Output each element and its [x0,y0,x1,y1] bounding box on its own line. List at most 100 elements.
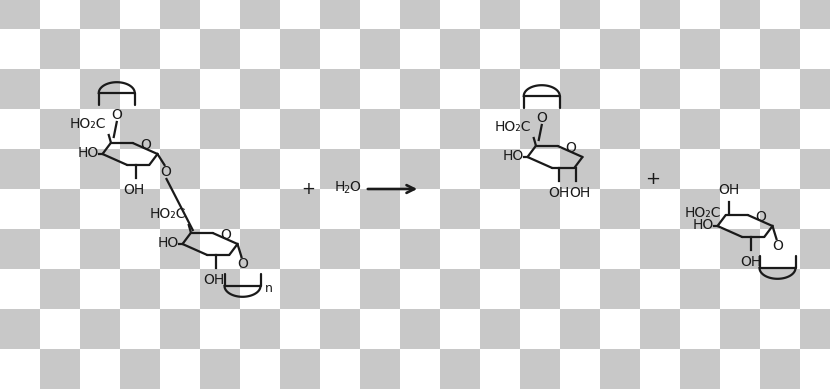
Bar [120,29,160,69]
Bar [40,69,80,109]
Bar [520,0,560,29]
Bar [360,309,400,349]
Bar [80,189,120,229]
Bar [680,229,720,269]
Bar [240,189,280,229]
Bar [760,309,800,349]
Bar [280,69,320,109]
Bar [80,229,120,269]
Bar [720,0,760,29]
Bar [240,349,280,389]
Bar [800,29,830,69]
Bar [480,189,520,229]
Bar [360,269,400,309]
Bar [280,189,320,229]
Text: OH: OH [124,183,145,197]
Bar [200,149,240,189]
Text: O: O [221,228,232,242]
Bar [560,229,600,269]
Bar [800,349,830,389]
Text: n: n [265,282,272,294]
Bar [80,269,120,309]
Bar [560,189,600,229]
Bar [360,0,400,29]
Bar [440,229,480,269]
Bar [200,269,240,309]
Bar [640,29,680,69]
Bar [80,69,120,109]
Bar [800,149,830,189]
Bar [440,269,480,309]
Bar [0,149,40,189]
Text: O: O [349,180,360,194]
Bar [480,109,520,149]
Bar [160,109,200,149]
Text: O: O [566,140,577,154]
Bar [800,0,830,29]
Bar [600,29,640,69]
Bar [520,69,560,109]
Bar [680,0,720,29]
Bar [320,29,360,69]
Text: O: O [111,108,122,122]
Bar [760,0,800,29]
Bar [80,349,120,389]
Bar [280,349,320,389]
Text: 2: 2 [343,185,349,195]
Bar [120,309,160,349]
Bar [520,189,560,229]
Text: OH: OH [569,186,591,200]
Bar [680,69,720,109]
Bar [80,0,120,29]
Bar [200,109,240,149]
Bar [280,269,320,309]
Bar [400,0,440,29]
Bar [800,269,830,309]
Bar [560,149,600,189]
Bar [400,69,440,109]
Bar [560,29,600,69]
Bar [0,309,40,349]
Bar [120,69,160,109]
Bar [200,229,240,269]
Bar [120,189,160,229]
Bar [360,149,400,189]
Bar [720,269,760,309]
Bar [320,69,360,109]
Bar [520,229,560,269]
Bar [800,109,830,149]
Bar [400,309,440,349]
Bar [240,229,280,269]
Bar [40,29,80,69]
Bar [440,69,480,109]
Bar [480,229,520,269]
Bar [520,149,560,189]
Bar [320,109,360,149]
Bar [160,69,200,109]
Bar [280,0,320,29]
Bar [520,109,560,149]
Bar [360,29,400,69]
Bar [280,29,320,69]
Bar [320,189,360,229]
Text: O: O [755,210,767,224]
Text: HO₂C: HO₂C [494,120,530,134]
Bar [440,149,480,189]
Bar [440,189,480,229]
Bar [640,69,680,109]
Bar [400,229,440,269]
Text: O: O [536,111,547,125]
Bar [640,309,680,349]
Bar [680,269,720,309]
Bar [560,0,600,29]
Bar [440,29,480,69]
Bar [240,269,280,309]
Bar [720,69,760,109]
Bar [560,269,600,309]
Bar [40,189,80,229]
Bar [160,149,200,189]
Bar [520,29,560,69]
Bar [440,0,480,29]
Bar [400,29,440,69]
Bar [600,349,640,389]
